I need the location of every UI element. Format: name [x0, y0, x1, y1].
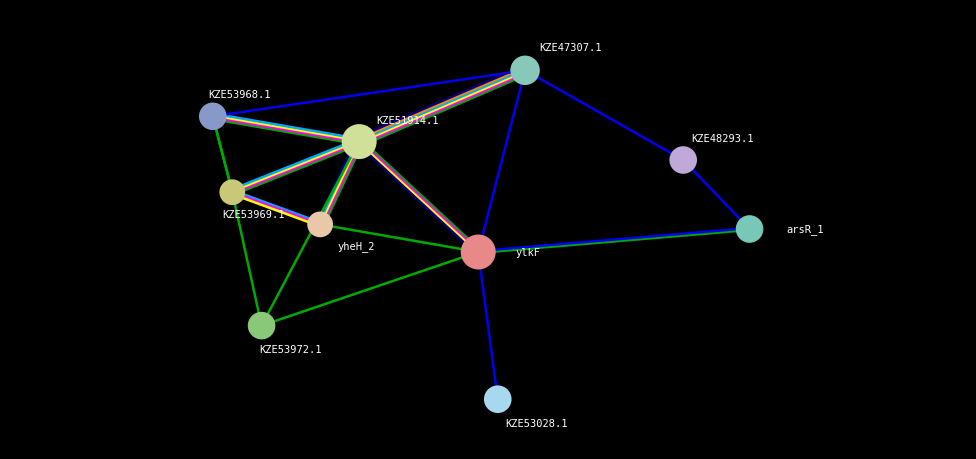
- Text: KZE53972.1: KZE53972.1: [260, 344, 322, 354]
- Text: KZE53969.1: KZE53969.1: [223, 209, 285, 219]
- Ellipse shape: [510, 56, 540, 86]
- Text: KZE53968.1: KZE53968.1: [208, 90, 270, 100]
- Text: KZE53028.1: KZE53028.1: [506, 418, 568, 428]
- Ellipse shape: [220, 180, 245, 206]
- Text: KZE47307.1: KZE47307.1: [540, 43, 602, 53]
- Text: KZE48293.1: KZE48293.1: [691, 134, 753, 144]
- Ellipse shape: [248, 312, 275, 340]
- Ellipse shape: [461, 235, 496, 270]
- Ellipse shape: [736, 216, 763, 243]
- Ellipse shape: [307, 212, 333, 238]
- Text: arsR_1: arsR_1: [787, 224, 824, 235]
- Text: KZE51914.1: KZE51914.1: [377, 115, 439, 125]
- Text: ylkF: ylkF: [515, 247, 541, 257]
- Ellipse shape: [670, 147, 697, 174]
- Ellipse shape: [199, 103, 226, 131]
- Ellipse shape: [484, 386, 511, 413]
- Text: yheH_2: yheH_2: [338, 241, 375, 252]
- Ellipse shape: [342, 125, 377, 160]
